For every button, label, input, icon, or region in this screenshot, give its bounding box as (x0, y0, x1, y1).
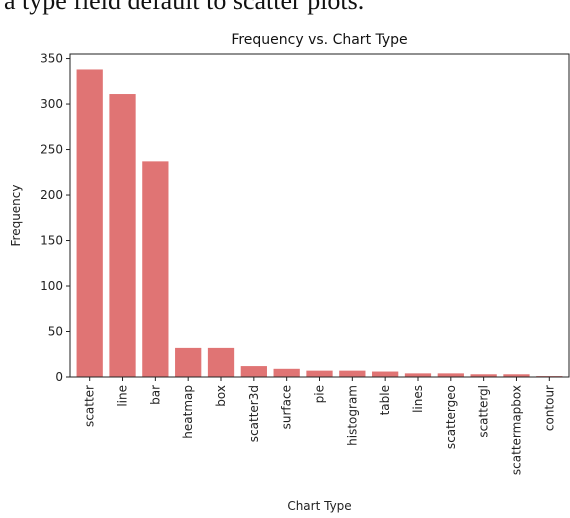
bar-heatmap (175, 347, 202, 377)
x-tick-label: scattergl (477, 385, 491, 438)
bar-pie (306, 370, 333, 377)
x-axis: scatter line bar heatmap box scatter3d surface… (83, 377, 556, 475)
plot-frame (69, 53, 570, 378)
y-tick-label: 250 (40, 143, 63, 157)
bar-table (372, 371, 399, 377)
y-tick-label: 350 (40, 52, 63, 66)
bar-scattermapbox (503, 374, 530, 377)
y-axis: 0 50 100 150 200 250 300 350 (40, 52, 70, 384)
x-axis-label: Chart Type (287, 499, 351, 513)
x-tick-label: bar (148, 385, 162, 405)
x-tick-label: scattermapbox (509, 385, 523, 475)
x-tick-label: table (378, 385, 392, 415)
bar-lines (404, 373, 432, 377)
bar-box (207, 347, 235, 377)
bar-histogram (339, 370, 366, 377)
x-tick-label: scattergeo (444, 385, 458, 449)
caption-fragment: a type field default to scatter plots. (0, 0, 570, 16)
bar-bar (142, 161, 169, 377)
bar-scattergeo (437, 373, 464, 377)
y-tick-label: 150 (40, 234, 63, 248)
chart-title: Frequency vs. Chart Type (231, 32, 407, 48)
x-tick-label: lines (411, 385, 425, 413)
bar-scatter3d (240, 366, 267, 377)
bar-scatter (76, 69, 103, 378)
x-tick-label: surface (280, 385, 294, 429)
x-tick-label: contour (542, 385, 556, 431)
x-tick-label: scatter3d (247, 385, 261, 442)
x-tick-label: heatmap (181, 385, 195, 439)
x-tick-label: pie (313, 385, 327, 403)
y-tick-label: 200 (40, 188, 63, 202)
bars-group (76, 69, 563, 378)
x-tick-label: box (214, 385, 228, 407)
y-axis-label: Frequency (9, 185, 23, 247)
y-tick-label: 300 (40, 97, 63, 111)
y-tick-label: 100 (40, 279, 63, 293)
x-tick-label: scatter (83, 385, 97, 427)
bar-surface (273, 368, 300, 377)
bar-line (109, 94, 136, 377)
bar-scattergl (470, 374, 497, 377)
y-tick-label: 50 (48, 325, 63, 339)
y-tick-label: 0 (55, 370, 63, 384)
x-tick-label: line (116, 385, 130, 407)
x-tick-label: histogram (345, 385, 359, 446)
caption-fragment-text: a type field default to scatter plots. (4, 0, 365, 15)
